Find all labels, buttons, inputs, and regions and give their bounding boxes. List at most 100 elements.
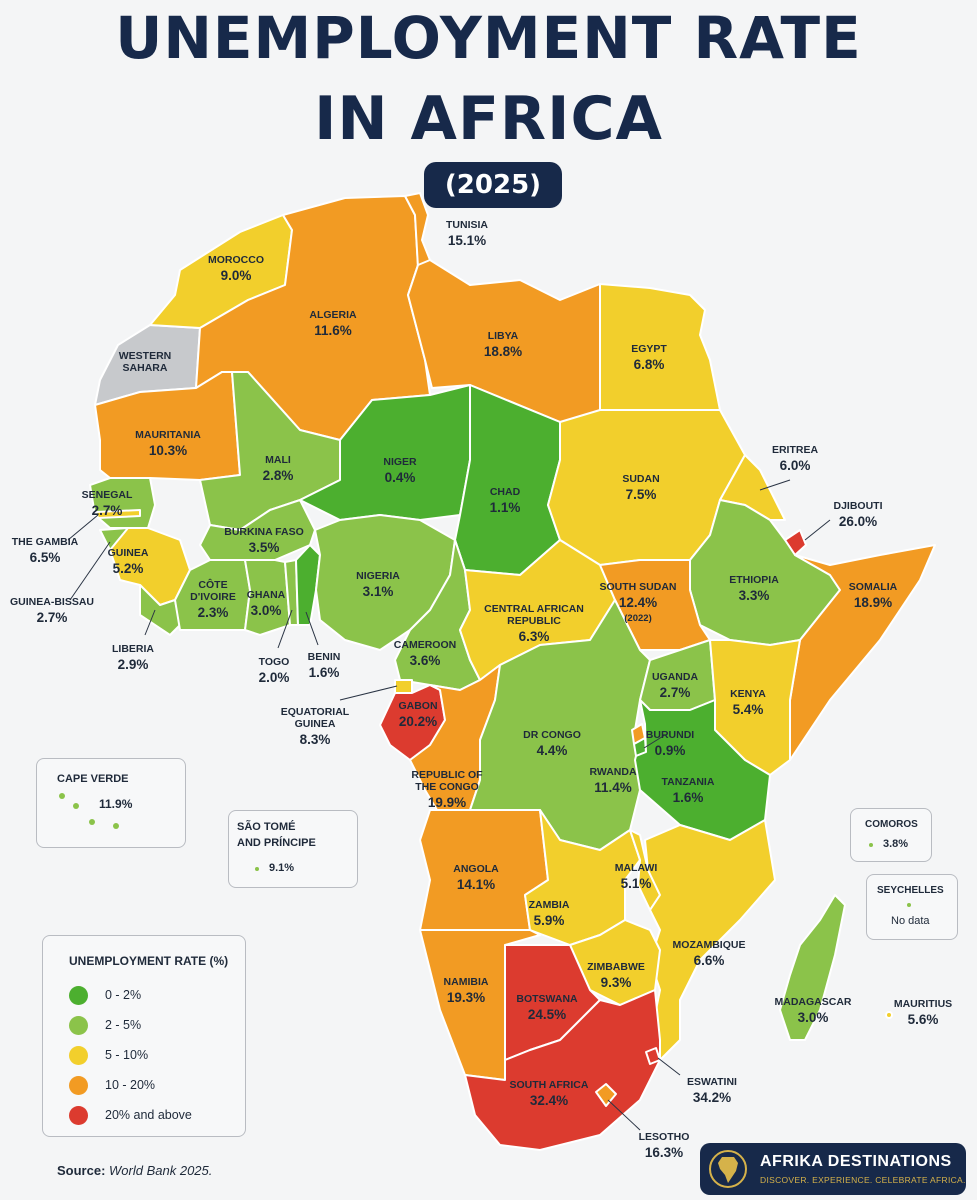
legend-title: UNEMPLOYMENT RATE (%) [69,954,229,968]
country-name-egypt: EGYPT [631,343,667,355]
country-name-sudan: SUDAN [622,473,659,485]
comoros-name: COMOROS [865,819,918,830]
country-value-ghana: 3.0% [251,603,282,618]
country-mauritius[interactable] [885,1011,893,1019]
legend-item: 5 - 10% [69,1044,148,1066]
country-niger[interactable] [299,384,471,521]
cape-verde-island-dot [113,823,119,829]
country-name-benin: BENIN [308,651,341,663]
legend-label: 20% and above [105,1108,192,1122]
country-name-western-sahara: SAHARA [123,362,168,374]
country-value-namibia: 19.3% [447,990,485,1005]
country-name-eswatini: ESWATINI [687,1076,737,1088]
country-name-gabon: GABON [398,700,437,712]
country-name-burundi: BURUNDI [646,729,694,741]
cape-verde-island-dot [73,803,79,809]
country-name-the-gambia: THE GAMBIA [12,536,79,548]
country-lesotho[interactable] [595,1083,617,1107]
cape-verde-island-dot [89,819,95,825]
country-value-sudan: 7.5% [626,487,657,502]
comoros-island-dot [869,843,873,847]
country-value-libya: 18.8% [484,344,522,359]
country-name-libya: LIBYA [488,330,519,342]
country-name-lesotho: LESOTHO [639,1131,690,1143]
country-value-malawi: 5.1% [621,876,652,891]
title-line-1: UNEMPLOYMENT RATE [115,4,862,72]
legend-swatch [69,1045,88,1065]
source-text: World Bank 2025. [109,1163,213,1178]
leader-benin [305,611,319,646]
inset-cape-verde: CAPE VERDE 11.9% [36,758,186,848]
country-value-uganda: 2.7% [660,685,691,700]
country-name-dr-congo: DR CONGO [523,729,581,741]
country-value-eswatini: 34.2% [693,1090,731,1105]
country-name-zimbabwe: ZIMBABWE [587,961,645,973]
country-name-zambia: ZAMBIA [529,899,570,911]
source-note: Source: World Bank 2025. [57,1163,212,1178]
country-name-togo: TOGO [259,656,290,668]
sao-tome-island-dot [255,867,259,871]
country-name-burkina-faso: BURKINA FASO [224,526,304,538]
country-value-ethiopia: 3.3% [739,588,770,603]
legend: UNEMPLOYMENT RATE (%) 0 - 2% 2 - 5% 5 - … [42,935,246,1137]
country-value-mauritius: 5.6% [908,1012,939,1027]
country-value-botswana: 24.5% [528,1007,566,1022]
country-value-niger: 0.4% [385,470,416,485]
inset-seychelles: SEYCHELLES No data [866,874,958,940]
inset-sao-tome-and-principe: SÃO TOMÉ AND PRÍNCIPE 9.1% [228,810,358,888]
country-name-western-sahara: WESTERN [119,350,172,362]
leader-eswatini [657,1057,681,1076]
country-name-morocco: MOROCCO [208,254,264,266]
country-name-djibouti: DJIBOUTI [833,500,882,512]
country-name-republic-of-the-congo: THE CONGO [415,781,479,793]
country-name-algeria: ALGERIA [309,309,357,321]
country-tunisia[interactable] [404,192,431,269]
country-name-guinea-bissau: GUINEA-BISSAU [10,596,94,608]
country-name-tunisia: TUNISIA [446,219,488,231]
leader-burundi [643,734,666,749]
brand-tagline: DISCOVER. EXPERIENCE. CELEBRATE AFRICA. [760,1175,966,1185]
country-togo[interactable] [284,559,299,626]
leader-guinea-bissau [69,541,111,601]
country-name-cote-divoire: D'IVOIRE [190,591,236,603]
source-label: Source: [57,1163,106,1178]
country-value-kenya: 5.4% [733,702,764,717]
country-name-south-africa: SOUTH AFRICA [510,1079,589,1091]
africa-logo-icon [709,1150,747,1188]
legend-label: 0 - 2% [105,988,142,1002]
country-somalia[interactable] [789,544,936,761]
sao-tome-name-line-2: AND PRÍNCIPE [237,837,316,849]
country-name-republic-of-the-congo: REPUBLIC OF [411,769,483,781]
country-name-mozambique: MOZAMBIQUE [673,939,746,951]
country-name-madagascar: MADAGASCAR [775,996,852,1008]
leader-djibouti [804,519,831,541]
country-value-gabon: 20.2% [399,714,437,729]
country-value-liberia: 2.9% [118,657,149,672]
leader-liberia [144,609,156,636]
country-madagascar[interactable] [779,894,846,1041]
legend-label: 5 - 10% [105,1048,149,1062]
seychelles-name: SEYCHELLES [877,885,944,896]
country-equatorial-guinea[interactable] [394,679,413,694]
legend-item: 0 - 2% [69,984,141,1006]
legend-swatch [69,1075,88,1095]
country-value-cameroon: 3.6% [410,653,441,668]
country-value-benin: 1.6% [309,665,340,680]
cape-verde-island-dot [59,793,65,799]
country-zimbabwe[interactable] [569,919,661,1006]
cape-verde-name: CAPE VERDE [57,773,129,785]
legend-swatch [69,985,88,1005]
country-name-mauritania: MAURITANIA [135,429,201,441]
country-name-ghana: GHANA [247,589,286,601]
country-value-algeria: 11.6% [314,323,352,338]
legend-label: 10 - 20% [105,1078,156,1092]
country-value-somalia: 18.9% [854,595,892,610]
country-south-africa[interactable] [464,989,661,1151]
country-name-niger: NIGER [383,456,417,468]
country-value-tanzania: 1.6% [673,790,704,805]
country-value-republic-of-the-congo: 19.9% [428,795,466,810]
country-value-south-sudan: 12.4% [619,595,657,610]
country-value-mozambique: 6.6% [694,953,725,968]
leader-equatorial-guinea [339,685,398,701]
country-value-zimbabwe: 9.3% [601,975,632,990]
